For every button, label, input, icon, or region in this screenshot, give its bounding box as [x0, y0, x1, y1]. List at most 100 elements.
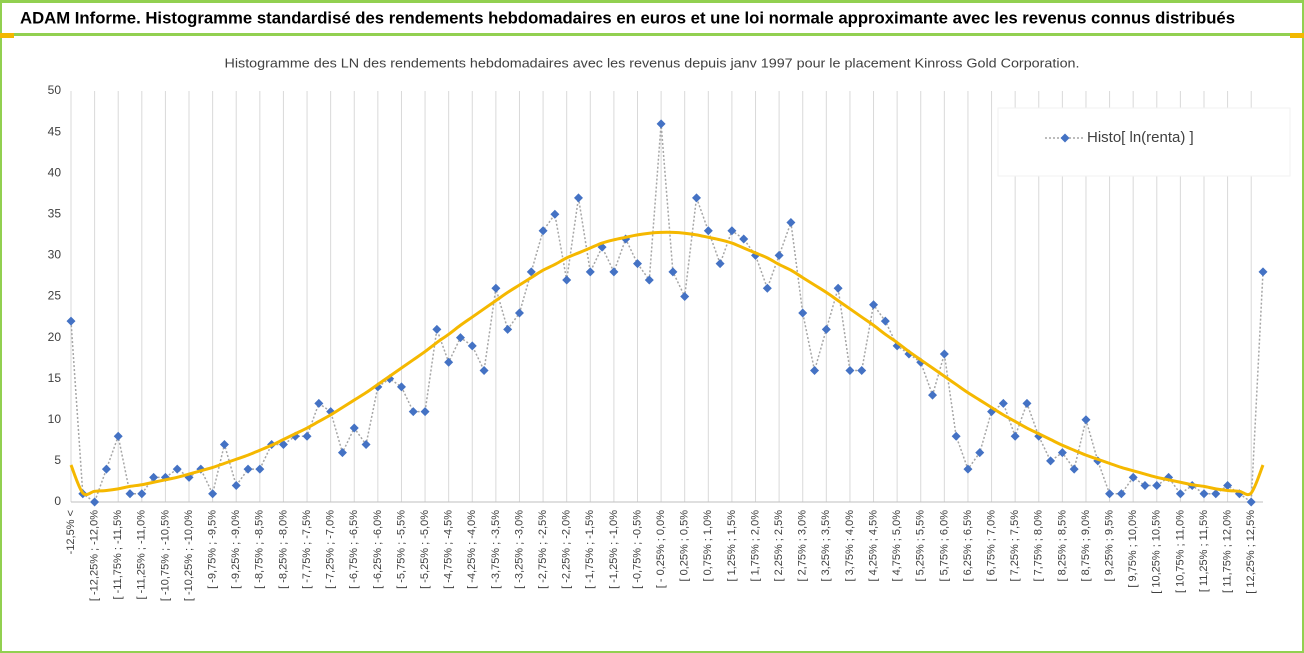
data-point: [821, 324, 831, 334]
data-point: [1081, 415, 1091, 425]
data-point: [727, 226, 737, 236]
data-point: [573, 193, 583, 203]
x-tick-label: [ 3,25% ; 3,5%: [820, 510, 832, 582]
y-tick-label: 25: [48, 289, 62, 303]
data-point: [503, 324, 513, 334]
series-line: [69, 230, 1265, 497]
x-tick-label: [ 11,75% ; 12,0%: [1222, 510, 1234, 593]
x-tick-label: [ 6,25% ; 6,5%: [962, 510, 974, 582]
data-point: [810, 365, 820, 375]
data-point: [467, 341, 477, 351]
data-point: [172, 464, 182, 474]
data-point: [585, 267, 595, 277]
x-tick-label: [ 8,75% ; 9,0%: [1080, 510, 1092, 582]
x-tick-label: [ -10,25% ; -10,0%: [183, 510, 195, 601]
x-tick-label: [ -8,75% ; -8,5%: [254, 510, 266, 589]
x-tick-label: [ -7,75% ; -7,5%: [301, 510, 313, 589]
y-tick-label: 45: [48, 124, 62, 138]
data-point: [314, 398, 324, 408]
x-tick-label: [ 2,75% ; 3,0%: [797, 510, 809, 582]
data-point: [951, 431, 961, 441]
x-tick-label: [ 12,25% ; 12,5%: [1245, 510, 1257, 594]
data-point: [125, 489, 135, 499]
y-tick-label: 50: [48, 83, 62, 97]
x-tick-label: [ 10,25% ; 10,5%: [1151, 510, 1163, 594]
x-tick-label: [ 10,75% ; 11,0%: [1174, 510, 1186, 593]
data-point: [739, 234, 749, 244]
x-tick-label: [ -7,25% ; -7,0%: [325, 510, 337, 589]
data-point: [137, 489, 147, 499]
data-point: [1211, 489, 1221, 499]
x-tick-label: [ -6,25% ; -6,0%: [372, 510, 384, 589]
x-tick-label: [ -1,25% ; -1,0%: [608, 510, 620, 589]
data-point: [337, 448, 347, 458]
x-tick-label: [ -0,75% ; -0,5%: [631, 510, 643, 589]
data-point: [680, 292, 690, 301]
data-point: [975, 448, 985, 458]
data-point: [869, 300, 879, 310]
x-tick-label: [ 5,75% ; 6,0%: [938, 510, 950, 582]
x-tick-label: [ -6,75% ; -6,5%: [348, 510, 360, 589]
data-point: [1069, 464, 1079, 474]
y-tick-label: 15: [48, 371, 62, 385]
x-tick-label: [ -2,75% ; -2,5%: [537, 510, 549, 589]
x-tick-label: [ 1,25% ; 1,5%: [726, 510, 738, 582]
x-tick-label: [ 4,25% ; 4,5%: [867, 510, 879, 582]
data-point: [208, 489, 218, 499]
data-point: [609, 267, 619, 277]
legend-label: Histo[ ln(renta) ]: [1087, 129, 1194, 146]
data-point: [526, 267, 536, 277]
data-point: [101, 464, 111, 474]
data-point: [361, 439, 371, 449]
x-tick-label: [ 0,25% ; 0,5%: [679, 510, 691, 582]
chart-title: Histogramme des LN des rendements hebdom…: [225, 55, 1080, 70]
x-tick-label: [ 5,25% ; 5,5%: [915, 510, 927, 582]
y-tick-label: 35: [48, 206, 62, 220]
y-tick-label: 10: [48, 412, 62, 426]
x-tick-label: [ -4,25% ; -4,0%: [466, 510, 478, 589]
data-point: [1175, 489, 1185, 499]
x-tick-label: [ - 0,25% ; 0,0%: [655, 510, 667, 588]
x-tick-label: [ 4,75% ; 5,0%: [891, 510, 903, 582]
data-point: [644, 275, 654, 285]
data-point: [857, 365, 867, 375]
data-point: [1010, 431, 1020, 441]
data-point: [349, 423, 359, 433]
data-point: [1258, 267, 1268, 277]
header-corner: [0, 33, 14, 38]
data-point: [1246, 497, 1256, 507]
data-point: [90, 497, 100, 507]
data-point: [550, 209, 560, 219]
y-tick-label: 30: [48, 248, 62, 262]
data-point: [1140, 481, 1150, 491]
data-point: [928, 390, 938, 400]
header-corner: [1290, 33, 1304, 38]
x-tick-label: [ 6,75% ; 7,0%: [985, 510, 997, 582]
y-tick-label: 5: [54, 453, 61, 467]
data-point: [255, 464, 265, 474]
data-point: [444, 357, 454, 367]
data-point: [880, 316, 890, 326]
y-tick-label: 40: [48, 165, 62, 179]
data-point: [632, 259, 642, 269]
data-point: [479, 365, 489, 375]
data-point: [833, 283, 843, 293]
x-tick-label: [ -3,25% ; -3,0%: [513, 510, 525, 589]
data-point: [668, 267, 678, 277]
data-point: [1223, 481, 1233, 491]
data-point: [1105, 489, 1115, 499]
data-point: [420, 407, 430, 417]
data-point: [455, 333, 465, 343]
data-point: [243, 464, 253, 474]
x-tick-label: [ 9,25% ; 9,5%: [1103, 510, 1115, 582]
data-point: [1116, 489, 1126, 499]
data-point: [113, 431, 123, 441]
x-tick-label: [ -11,25% ; -11,0%: [136, 510, 148, 600]
data-point: [514, 308, 524, 318]
y-tick-label: 0: [54, 494, 61, 508]
data-point: [762, 283, 772, 293]
x-tick-label: [ 0,75% ; 1,0%: [702, 510, 714, 582]
data-point: [432, 324, 442, 334]
